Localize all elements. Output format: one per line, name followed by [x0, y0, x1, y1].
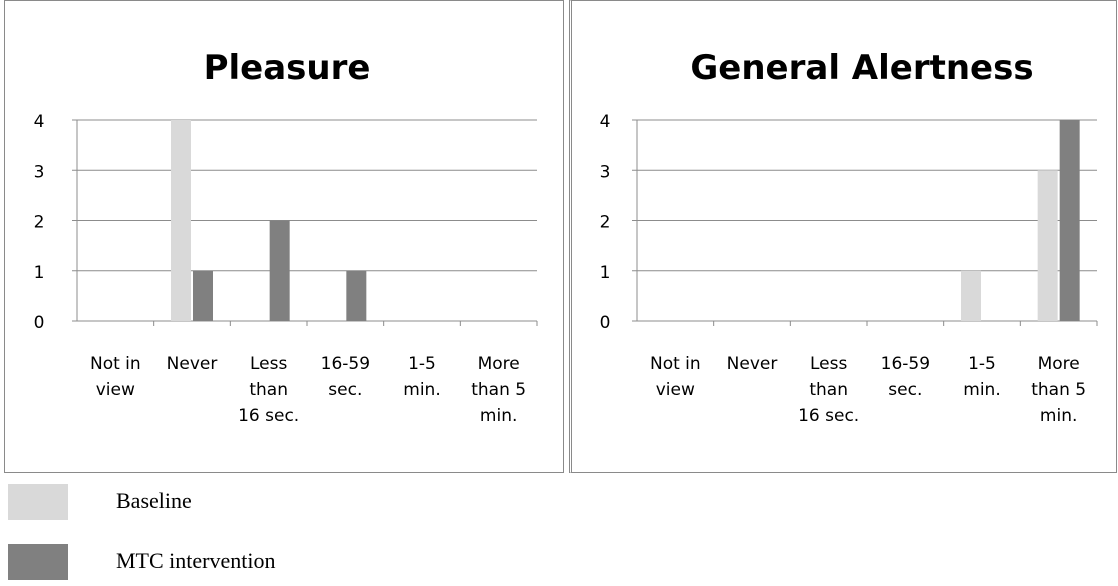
- general-alertness-bar-mtc-intervention-5: [1059, 120, 1080, 321]
- general-alertness-ytick-label-2: 2: [600, 213, 611, 233]
- legend-item-mtc-intervention: MTC intervention: [8, 544, 508, 584]
- general-alertness-bar-baseline-5: [1037, 170, 1058, 321]
- pleasure-xtick-label-1: Never: [167, 354, 218, 374]
- legend-swatch-mtc-intervention: [8, 544, 68, 580]
- pleasure-xtick-label-5: More than 5 min.: [471, 354, 526, 426]
- pleasure-bar-mtc-intervention-3: [346, 270, 367, 321]
- legend-item-baseline: Baseline: [8, 484, 508, 524]
- pleasure-bar-mtc-intervention-2: [269, 220, 290, 321]
- pleasure-chart-title: Pleasure: [204, 48, 371, 88]
- pleasure-xtick-label-0: Not in view: [90, 354, 141, 400]
- general-alertness-xtick-label-4: 1-5 min.: [963, 354, 1000, 400]
- pleasure-ytick-label-1: 1: [34, 263, 45, 283]
- general-alertness-chart-title: General Alertness: [690, 48, 1033, 88]
- pleasure-ytick-label-4: 4: [34, 112, 45, 132]
- pleasure-ytick-label-3: 3: [34, 162, 45, 182]
- general-alertness-ytick-label-4: 4: [600, 112, 611, 132]
- general-alertness-xtick-label-3: 16-59 sec.: [881, 354, 930, 400]
- general-alertness-bar-baseline-4: [961, 270, 981, 321]
- pleasure-chart: Pleasure 0 1 2 3 4 Not in view Never Less than 16 s…: [34, 48, 538, 426]
- legend-label-mtc-intervention: MTC intervention: [116, 548, 276, 573]
- general-alertness-xtick-label-1: Never: [727, 354, 778, 374]
- legend-label-baseline: Baseline: [116, 488, 192, 513]
- pleasure-chart-panel: Pleasure 0 1 2 3 4 Not in view Never Less than 16 s…: [4, 0, 564, 473]
- general-alertness-ytick-label-3: 3: [600, 162, 611, 182]
- general-alertness-xtick-label-5: More than 5 min.: [1031, 354, 1086, 426]
- general-alertness-xtick-label-2: Less than 16 sec.: [798, 354, 859, 426]
- pleasure-ytick-label-0: 0: [34, 313, 45, 333]
- legend-swatch-baseline: [8, 484, 68, 520]
- pleasure-ytick-label-2: 2: [34, 213, 45, 233]
- general-alertness-chart: General Alertness 0 1 2 3 4 Not in view Never Les…: [600, 48, 1098, 426]
- general-alertness-xtick-label-0: Not in view: [650, 354, 701, 400]
- pleasure-bar-baseline-1: [171, 120, 191, 321]
- pleasure-xtick-label-3: 16-59 sec.: [321, 354, 370, 400]
- pleasure-xtick-label-2: Less than 16 sec.: [238, 354, 299, 426]
- general-alertness-ytick-label-0: 0: [600, 313, 611, 333]
- general-alertness-chart-panel: General Alertness 0 1 2 3 4 Not in view Never Les…: [569, 0, 1117, 473]
- pleasure-bar-mtc-intervention-1: [193, 270, 213, 321]
- pleasure-xtick-label-4: 1-5 min.: [403, 354, 440, 400]
- general-alertness-ytick-label-1: 1: [600, 263, 611, 283]
